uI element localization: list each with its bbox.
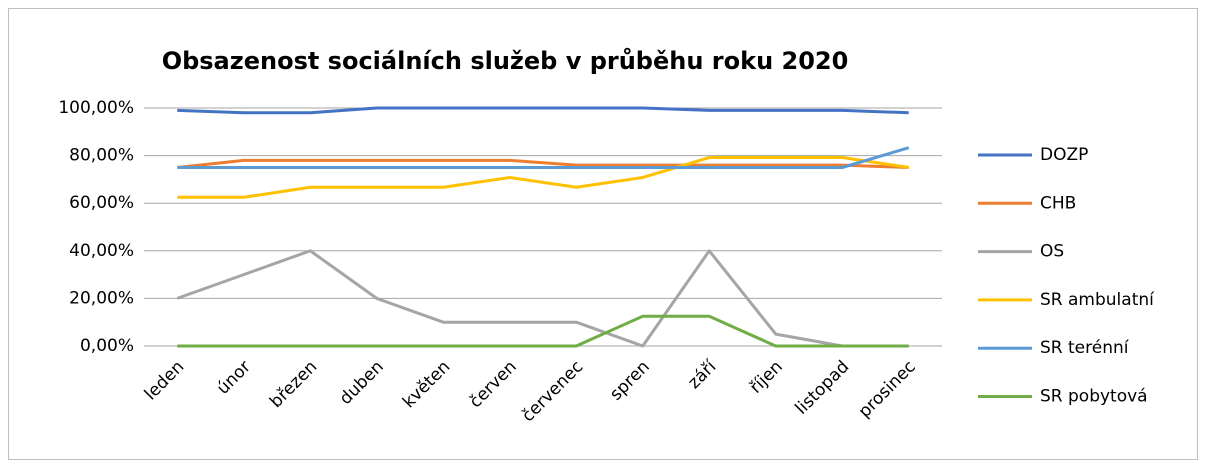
y-tick-label: 80,00%	[69, 146, 134, 166]
legend-label: CHB	[1040, 193, 1076, 213]
legend-label: SR pobytová	[1040, 387, 1148, 407]
series-line	[177, 156, 909, 199]
series-line	[177, 314, 909, 348]
legend-label: OS	[1040, 242, 1064, 262]
y-tick-label: 0,00%	[80, 336, 134, 356]
legend-label: SR ambulatní	[1040, 290, 1155, 310]
series-line	[176, 249, 909, 348]
y-tick-label: 60,00%	[69, 193, 134, 213]
chart-title: Obsazenost sociálních služeb v průběhu r…	[162, 47, 849, 75]
series-line	[177, 106, 909, 115]
series-line	[177, 146, 910, 169]
y-tick-label: 40,00%	[69, 241, 134, 261]
legend-label: SR terénní	[1040, 338, 1130, 358]
series-line	[177, 158, 909, 169]
chart-frame	[8, 8, 1198, 460]
legend-label: DOZP	[1040, 145, 1088, 165]
y-tick-label: 20,00%	[69, 288, 134, 308]
y-tick-label: 100,00%	[58, 98, 134, 118]
